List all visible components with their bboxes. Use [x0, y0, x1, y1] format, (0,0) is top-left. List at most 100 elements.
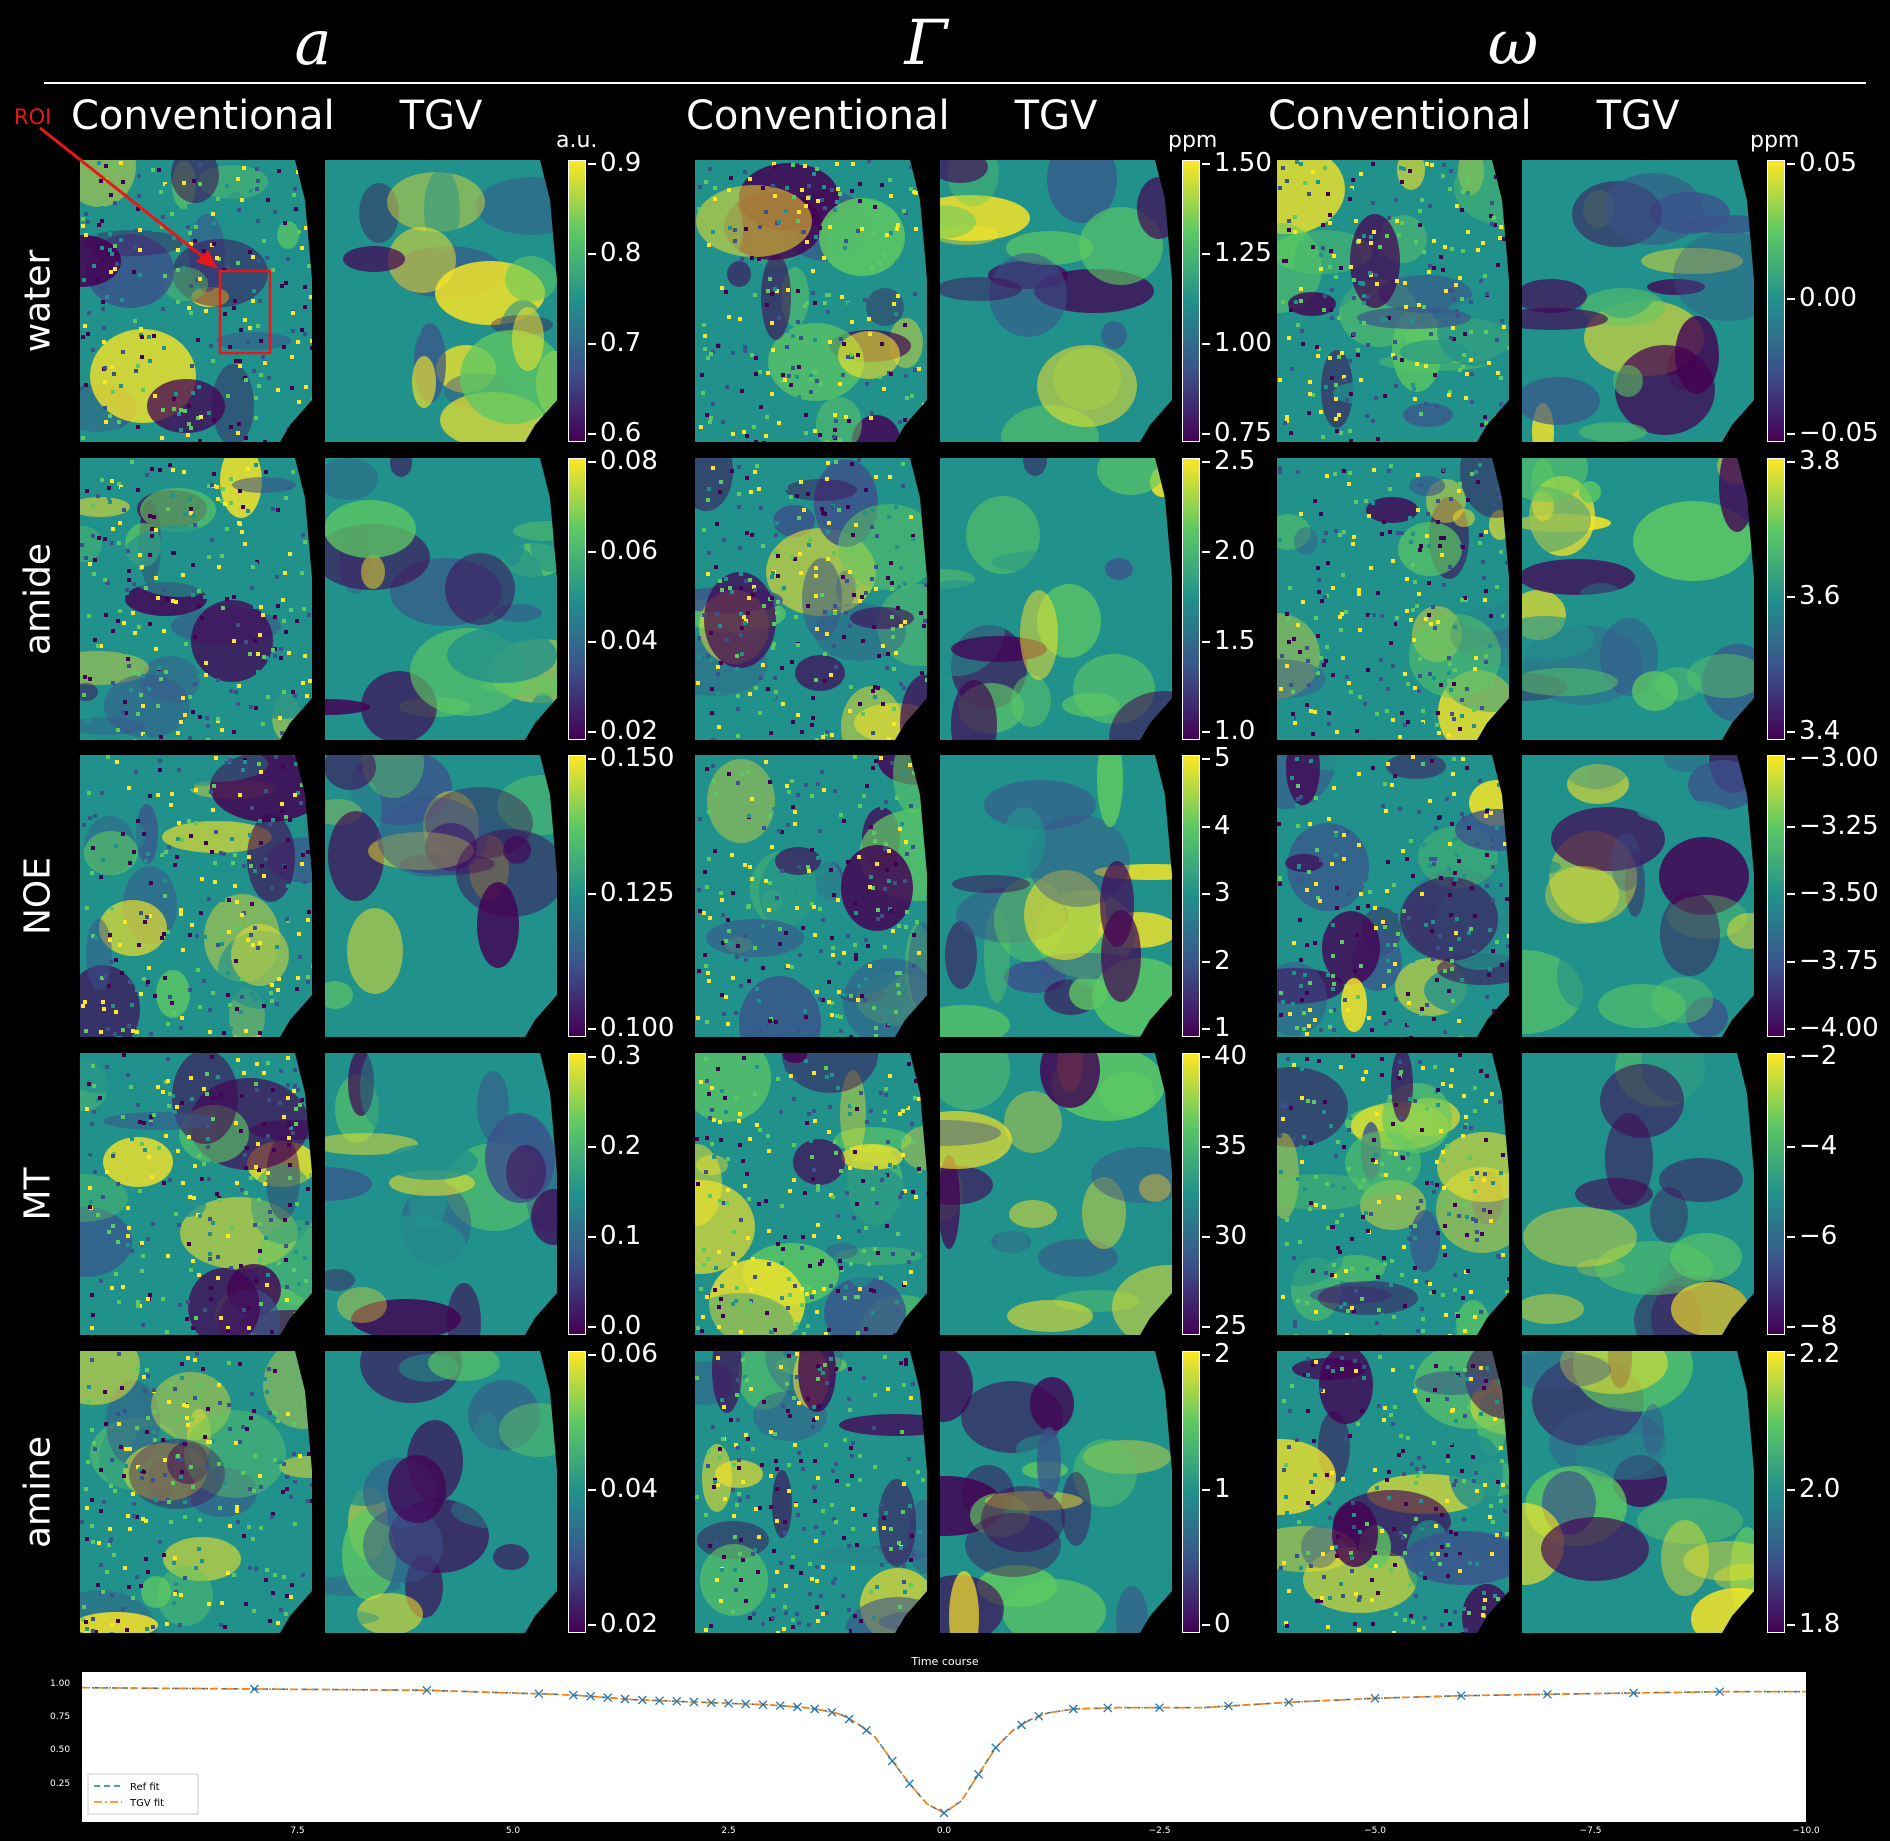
colorbar-tick: 2.0 [1201, 536, 1256, 566]
map-panel [325, 458, 557, 740]
column-header: TGV [399, 93, 483, 139]
map-image [325, 755, 557, 1037]
data-marker [991, 1743, 1001, 1753]
data-marker [861, 1725, 871, 1735]
map-image [1522, 1053, 1754, 1335]
colorbar-tick: 0.150 [587, 743, 675, 773]
data-marker [887, 1756, 897, 1766]
data-marker [620, 1694, 630, 1704]
colorbar-tick: 1.25 [1202, 238, 1272, 268]
x-tick-label: −2.5 [1148, 1826, 1171, 1836]
map-image [940, 755, 1172, 1037]
colorbar-tick: 0.7 [587, 328, 642, 358]
colorbar-tick: 25 [1201, 1311, 1248, 1341]
map-image [325, 1351, 557, 1633]
row-label: amide [17, 542, 59, 656]
map-image [695, 1351, 927, 1633]
map-image [940, 160, 1172, 442]
map-panel [80, 1053, 312, 1335]
map-panel [1277, 160, 1509, 442]
map-panel [325, 160, 557, 442]
colorbar [568, 755, 586, 1037]
colorbar-tick: −4.00 [1787, 1013, 1879, 1043]
map-image [1522, 755, 1754, 1037]
map-panel [80, 458, 312, 740]
map-image [1522, 160, 1754, 442]
data-marker [844, 1714, 854, 1724]
colorbar-tick: 0.8 [587, 238, 642, 268]
colorbar-tick: 1.8 [1786, 1609, 1841, 1639]
colorbar-tick: 30 [1201, 1221, 1248, 1251]
colorbar-unit: a.u. [556, 128, 598, 153]
data-marker [758, 1700, 768, 1710]
data-marker [1284, 1697, 1294, 1707]
legend-label: TGV fit [129, 1798, 164, 1809]
data-marker [1155, 1703, 1164, 1713]
colorbar-tick: −2 [1786, 1041, 1838, 1071]
data-marker [603, 1693, 613, 1703]
group-title: Γ [904, 6, 948, 79]
colorbar-tick: 0.05 [1787, 148, 1857, 178]
map-panel [940, 755, 1172, 1037]
map-panel [695, 755, 927, 1037]
colorbar [568, 1351, 586, 1633]
colorbar-unit: ppm [1750, 128, 1800, 153]
colorbar-tick: 40 [1201, 1041, 1248, 1071]
map-panel [940, 458, 1172, 740]
map-image [80, 755, 312, 1037]
map-panel [80, 755, 312, 1037]
colorbar-tick: 4 [1202, 810, 1231, 841]
colorbar-tick: −6 [1786, 1221, 1838, 1251]
chart-legend: Ref fit TGV fit [87, 1773, 199, 1815]
colorbar-tick: −3.50 [1787, 878, 1879, 908]
map-image [695, 160, 927, 442]
data-marker [534, 1689, 544, 1699]
colorbar [1182, 160, 1200, 442]
colorbar [1767, 160, 1785, 442]
map-panel [940, 1351, 1172, 1633]
colorbar-tick: 0 [1202, 1609, 1231, 1639]
data-marker [810, 1704, 820, 1714]
colorbar-tick: 0.04 [588, 1474, 658, 1504]
data-marker [1224, 1701, 1233, 1711]
map-panel [940, 1053, 1172, 1335]
series-line-ref-fit [81, 1686, 1806, 1814]
data-marker [1629, 1688, 1639, 1698]
time-course-plot: Ref fit TGV fit [81, 1684, 1806, 1818]
chart-title: Time course [911, 1655, 979, 1668]
map-panel [1522, 458, 1754, 740]
map-image [695, 458, 927, 740]
x-tick-label: −10.0 [1792, 1826, 1820, 1836]
colorbar-tick: 3.4 [1786, 716, 1841, 746]
map-image [80, 1053, 312, 1335]
map-image [940, 1351, 1172, 1633]
colorbar-tick: 35 [1201, 1131, 1248, 1161]
colorbar-tick: 2.2 [1786, 1339, 1841, 1369]
colorbar-tick: −4 [1786, 1131, 1838, 1161]
map-image [325, 1053, 557, 1335]
map-panel [695, 1351, 927, 1633]
data-marker [637, 1695, 647, 1705]
colorbar-tick: 0.04 [588, 626, 658, 656]
data-marker [689, 1697, 699, 1707]
data-marker [793, 1702, 802, 1712]
map-image [940, 1053, 1172, 1335]
map-panel [1277, 1053, 1509, 1335]
colorbar-tick: 0.2 [587, 1131, 642, 1161]
data-marker [672, 1696, 682, 1706]
legend-label: Ref fit [130, 1782, 160, 1793]
data-marker [939, 1808, 949, 1818]
column-header: TGV [1014, 93, 1098, 139]
colorbar-tick: 1 [1202, 1474, 1231, 1504]
map-panel [325, 1351, 557, 1633]
colorbar [1767, 755, 1785, 1037]
colorbar-tick: −3.00 [1787, 743, 1879, 773]
map-panel [1277, 1351, 1509, 1633]
map-image [695, 755, 927, 1037]
colorbar-tick: 1.5 [1201, 626, 1256, 656]
colorbar [1182, 458, 1200, 740]
data-marker [422, 1685, 432, 1695]
data-marker [586, 1691, 596, 1701]
colorbar-tick: 0.3 [587, 1041, 642, 1071]
colorbar [1182, 755, 1200, 1037]
